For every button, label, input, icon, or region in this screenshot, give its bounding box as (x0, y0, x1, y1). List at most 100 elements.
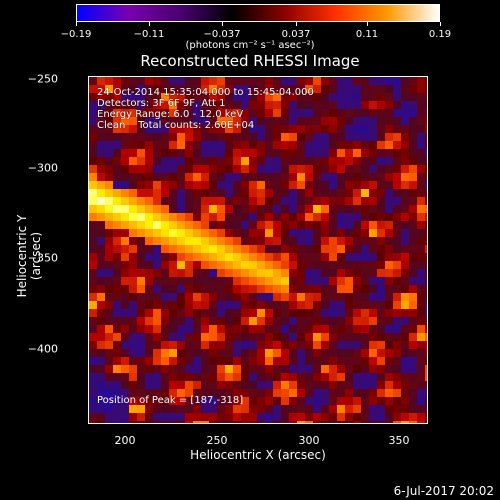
image-pixel (177, 365, 185, 373)
image-pixel (409, 405, 417, 413)
image-pixel (289, 277, 297, 285)
image-pixel (361, 229, 369, 237)
image-pixel (257, 213, 265, 221)
image-pixel (193, 357, 201, 365)
image-pixel (225, 213, 233, 221)
image-pixel (289, 85, 297, 93)
image-pixel (89, 173, 97, 181)
image-pixel (369, 101, 377, 109)
image-pixel (329, 333, 337, 341)
image-pixel (401, 277, 409, 285)
image-pixel (385, 157, 393, 165)
image-pixel (257, 285, 265, 293)
image-pixel (265, 101, 273, 109)
image-pixel (353, 421, 361, 423)
image-pixel (113, 173, 121, 181)
image-pixel (169, 381, 177, 389)
image-pixel (233, 365, 241, 373)
image-pixel (153, 93, 161, 101)
image-pixel (249, 317, 257, 325)
image-pixel (97, 237, 105, 245)
image-pixel (297, 413, 305, 421)
image-pixel (377, 133, 385, 141)
image-pixel (161, 357, 169, 365)
image-pixel (369, 277, 377, 285)
image-pixel (121, 413, 129, 421)
image-pixel (153, 141, 161, 149)
image-pixel (193, 373, 201, 381)
image-pixel (161, 213, 169, 221)
image-pixel (361, 357, 369, 365)
image-pixel (201, 365, 209, 373)
image-pixel (385, 197, 393, 205)
image-pixel (361, 173, 369, 181)
image-pixel (297, 93, 305, 101)
image-pixel (137, 125, 145, 133)
image-pixel (377, 285, 385, 293)
image-pixel (297, 173, 305, 181)
image-pixel (305, 421, 313, 423)
image-pixel (249, 109, 257, 117)
image-pixel (129, 85, 137, 93)
image-pixel (97, 93, 105, 101)
image-pixel (425, 157, 427, 165)
image-pixel (249, 421, 257, 423)
image-pixel (201, 405, 209, 413)
image-pixel (169, 405, 177, 413)
image-pixel (345, 325, 353, 333)
image-pixel (313, 181, 321, 189)
image-pixel (281, 261, 289, 269)
image-pixel (121, 261, 129, 269)
image-pixel (185, 269, 193, 277)
image-pixel (425, 405, 427, 413)
image-pixel (401, 213, 409, 221)
image-pixel (89, 77, 97, 85)
image-pixel (153, 349, 161, 357)
image-pixel (257, 237, 265, 245)
image-pixel (425, 365, 427, 373)
image-pixel (145, 93, 153, 101)
image-pixel (193, 365, 201, 373)
image-pixel (393, 301, 401, 309)
image-pixel (297, 277, 305, 285)
image-pixel (249, 101, 257, 109)
image-pixel (161, 325, 169, 333)
image-pixel (337, 405, 345, 413)
image-pixel (185, 373, 193, 381)
image-pixel (273, 421, 281, 423)
image-pixel (385, 293, 393, 301)
image-pixel (225, 157, 233, 165)
image-pixel (185, 189, 193, 197)
image-pixel (121, 293, 129, 301)
image-pixel (329, 285, 337, 293)
image-pixel (337, 357, 345, 365)
image-pixel (169, 245, 177, 253)
image-pixel (417, 349, 425, 357)
image-pixel (281, 245, 289, 253)
image-pixel (409, 189, 417, 197)
image-pixel (369, 301, 377, 309)
image-pixel (249, 405, 257, 413)
image-pixel (401, 197, 409, 205)
image-pixel (97, 293, 105, 301)
image-pixel (137, 141, 145, 149)
image-pixel (353, 397, 361, 405)
image-pixel (137, 133, 145, 141)
image-pixel (169, 301, 177, 309)
image-pixel (89, 125, 97, 133)
image-plot: 24-Oct-2014 15:35:04.000 to 15:45:04.000… (88, 76, 428, 424)
image-pixel (377, 341, 385, 349)
image-pixel (161, 245, 169, 253)
image-pixel (345, 365, 353, 373)
image-pixel (153, 197, 161, 205)
image-pixel (337, 317, 345, 325)
image-pixel (409, 213, 417, 221)
image-pixel (289, 149, 297, 157)
image-pixel (425, 117, 427, 125)
image-pixel (321, 365, 329, 373)
image-pixel (353, 357, 361, 365)
image-pixel (129, 349, 137, 357)
image-pixel (209, 253, 217, 261)
image-pixel (193, 149, 201, 157)
colorbar-tick-mark (222, 22, 223, 26)
